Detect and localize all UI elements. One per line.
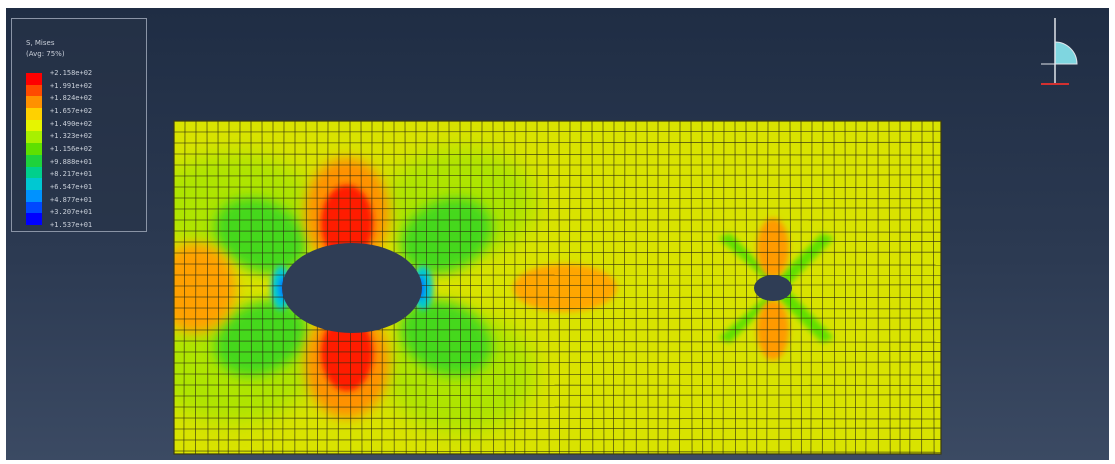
mesh-line <box>711 121 714 454</box>
legend-tick-label: +9.888e+01 <box>50 157 93 166</box>
legend-swatch <box>26 154 42 168</box>
mesh-line <box>174 230 941 233</box>
orientation-triad <box>1041 18 1078 85</box>
legend-swatch <box>26 166 42 179</box>
mesh-line <box>217 121 220 454</box>
legend-tick-label: +1.537e+01 <box>50 221 93 229</box>
mesh-line <box>888 121 891 454</box>
mesh-line <box>503 121 506 454</box>
legend-tick-label: +1.156e+02 <box>50 145 93 153</box>
legend-swatch <box>26 189 42 203</box>
mesh-line <box>459 121 462 454</box>
mesh-line <box>690 121 693 454</box>
mesh-line <box>183 121 186 454</box>
mesh-line <box>854 121 857 454</box>
viewport[interactable]: S, Mises (Avg: 75%) +2.158e+02 +1.991e+02… <box>6 8 1109 460</box>
mesh-line <box>623 121 626 454</box>
legend-tick-label: +4.877e+01 <box>50 195 93 204</box>
mesh-line <box>425 121 428 454</box>
plate-outline <box>173 120 942 455</box>
legend-title: S, Mises <box>26 39 55 47</box>
legend-tick-label: +1.657e+02 <box>50 107 93 115</box>
legend-color-bar <box>26 73 42 226</box>
mesh-line <box>667 121 670 454</box>
legend-swatch <box>26 143 42 156</box>
mesh-line <box>206 121 209 454</box>
fe-model[interactable] <box>6 8 1109 460</box>
mesh-line <box>909 121 912 454</box>
mesh-line <box>174 197 941 200</box>
mesh-line <box>174 153 941 156</box>
orange-lobes-small-hole <box>757 218 789 360</box>
dark-green-lobes-large-hole <box>215 198 492 376</box>
mesh-line <box>174 174 941 177</box>
legend-tick-label: +1.490e+02 <box>50 119 93 128</box>
contour-legend: S, Mises (Avg: 75%) +2.158e+02 +1.991e+02… <box>11 18 147 232</box>
mesh-line <box>174 427 941 430</box>
mesh-line <box>810 121 813 454</box>
orange-band-between-holes <box>513 264 617 312</box>
legend-tick-label: +1.824e+02 <box>50 94 93 103</box>
mesh-line <box>174 394 941 397</box>
mesh-line <box>174 241 941 243</box>
triad-quadrant <box>1054 41 1078 65</box>
mesh-line <box>613 121 615 454</box>
legend-tick-label: +6.547e+01 <box>50 183 93 191</box>
mesh-line <box>932 121 935 454</box>
mesh-line <box>591 121 594 454</box>
mesh-line <box>174 450 941 453</box>
mesh-line <box>524 121 527 454</box>
mesh-line <box>174 186 941 189</box>
mesh-line <box>833 121 836 454</box>
mesh-line <box>821 121 824 454</box>
mesh-line <box>448 121 451 454</box>
mesh-line <box>174 251 941 254</box>
mesh-line <box>579 121 582 454</box>
mesh-line <box>174 207 941 210</box>
mesh-line <box>174 340 941 343</box>
mesh-line <box>701 121 704 454</box>
large-elliptical-hole <box>282 243 422 333</box>
legend-tick-label: +3.207e+01 <box>50 208 93 217</box>
mesh-line <box>568 121 571 454</box>
legend-swatch <box>26 213 42 226</box>
legend-swatch <box>26 108 42 121</box>
mesh-line <box>195 121 197 454</box>
orange-left-edge <box>174 243 236 333</box>
mesh-line <box>174 417 941 420</box>
mesh-line <box>227 121 230 454</box>
legend-tick-label: +1.323e+02 <box>50 132 93 141</box>
mesh-line <box>646 121 649 454</box>
mesh-line <box>174 373 941 376</box>
mesh-line <box>261 121 264 454</box>
mesh-line <box>722 121 725 454</box>
element-mesh <box>174 121 941 454</box>
legend-swatch <box>26 131 42 144</box>
legend-swatch <box>26 96 42 109</box>
mesh-line <box>480 121 483 454</box>
mesh-line <box>174 141 941 144</box>
mesh-line <box>865 121 868 454</box>
legend-swatch <box>26 178 42 191</box>
mesh-line <box>174 361 941 364</box>
mesh-line <box>238 121 241 454</box>
mesh-line <box>602 121 605 454</box>
mesh-line <box>250 121 252 454</box>
mesh-line <box>492 121 494 454</box>
mesh-line <box>469 121 472 454</box>
legend-tick-label: +8.217e+01 <box>50 170 93 179</box>
legend-tick-label: +2.158e+02 <box>50 69 93 77</box>
legend-swatch <box>26 73 42 86</box>
mesh-line <box>547 121 550 454</box>
legend-swatch <box>26 119 42 132</box>
mesh-line <box>844 121 847 454</box>
legend-subtitle: (Avg: 75%) <box>26 50 65 58</box>
small-elliptical-hole <box>754 275 792 301</box>
mesh-line <box>734 121 736 454</box>
mesh-line <box>745 121 748 454</box>
legend-swatch <box>26 201 42 214</box>
mesh-line <box>174 130 941 133</box>
legend-swatch <box>26 84 42 97</box>
legend-tick-label: +1.991e+02 <box>50 81 93 90</box>
